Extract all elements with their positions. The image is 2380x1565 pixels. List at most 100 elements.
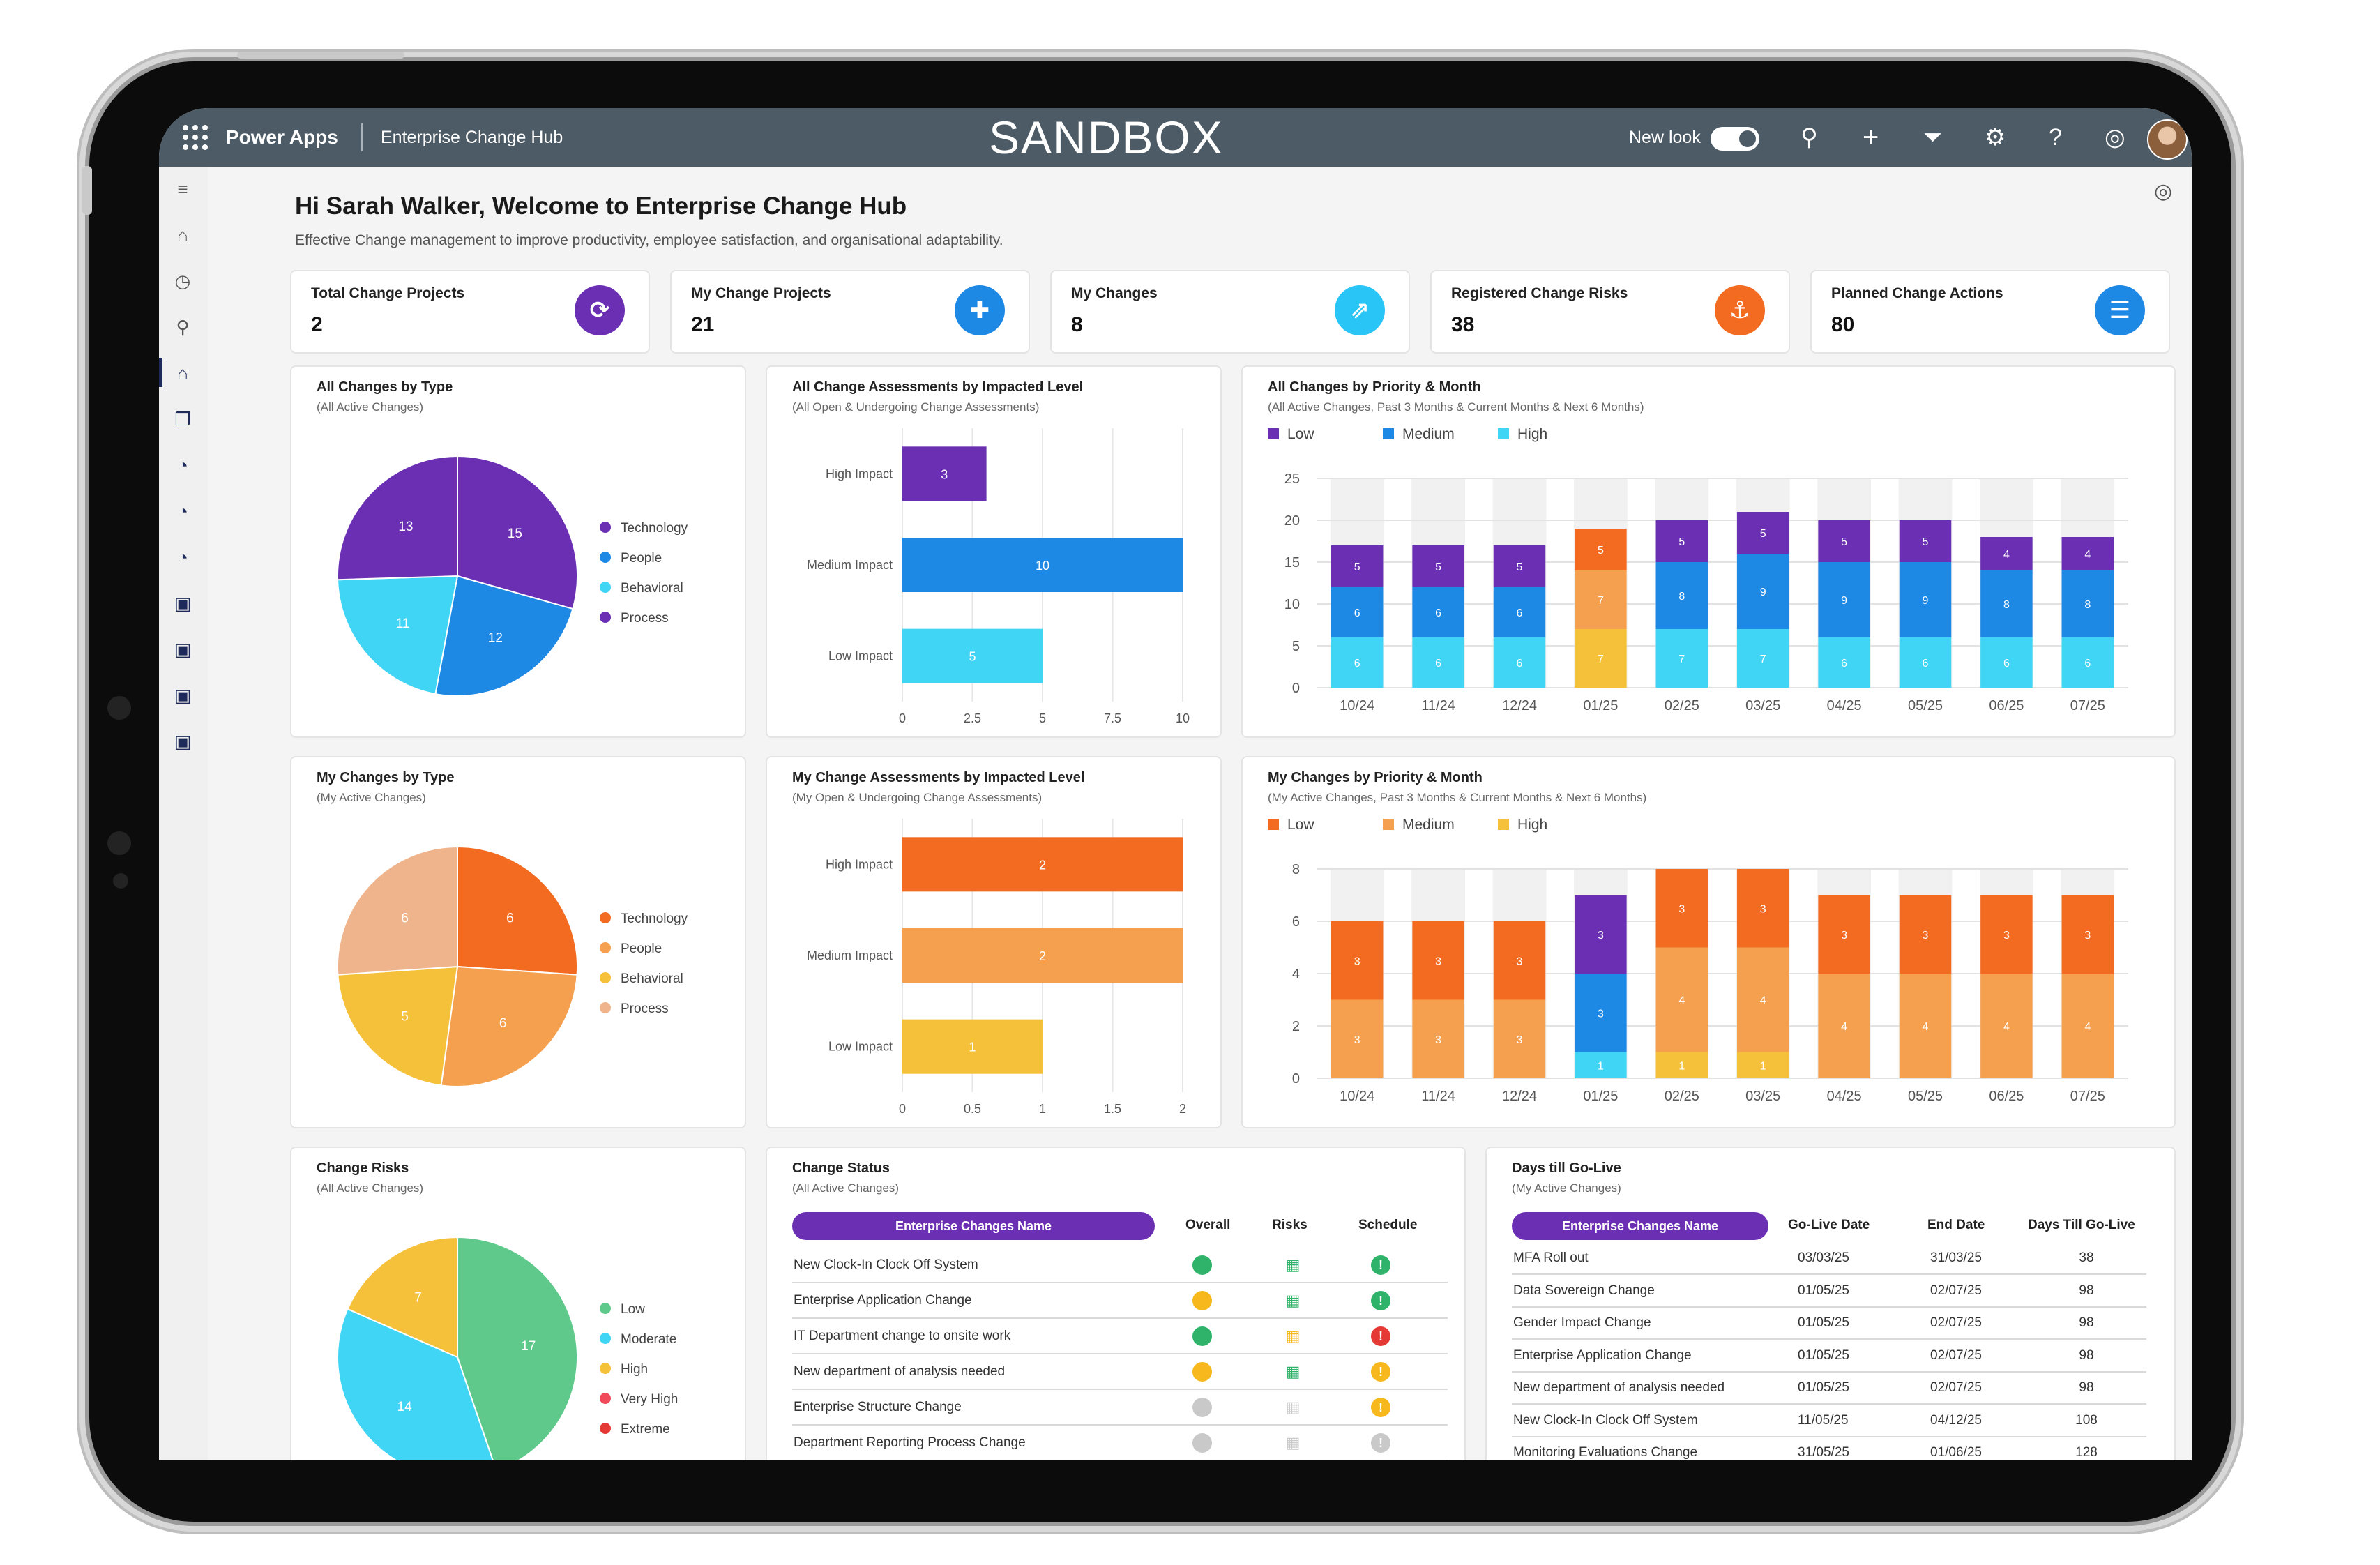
table-row[interactable]: New department of analysis needed 01/05/2… (1512, 1373, 2146, 1405)
hamburger-icon[interactable]: ≡ (177, 179, 188, 199)
table-row[interactable]: Department Reporting Process Change ▦! (792, 1426, 1448, 1460)
gear-icon[interactable]: ⚙ (1985, 124, 2006, 151)
documents-icon[interactable]: ❐ (174, 409, 191, 430)
kpi-value: 38 (1451, 313, 1475, 336)
copilot-icon[interactable]: ◎ (2154, 180, 2173, 203)
clipboard-icon[interactable]: ▣ (174, 685, 192, 706)
clipboard-icon[interactable]: ▣ (174, 731, 192, 752)
table-row[interactable]: Enterprise Application Change ▦! (792, 1284, 1448, 1319)
table-row[interactable]: Gender Impact Change 01/05/25 02/07/25 98 (1512, 1308, 2146, 1340)
bar-segment (1899, 974, 1952, 1078)
legend-label: High (621, 1362, 648, 1377)
bar-segment (1899, 562, 1952, 637)
divider (361, 123, 363, 151)
table-row[interactable]: Data Sovereign Change 01/05/25 02/07/25 98 (1512, 1276, 2146, 1308)
app-name[interactable]: Power Apps (226, 126, 338, 148)
column-header[interactable]: Schedule (1358, 1218, 1418, 1232)
card-title: All Changes by Type (317, 379, 453, 395)
x-tick-label: 5 (1039, 711, 1046, 725)
kpi-card[interactable]: Planned Change Actions 80 ☰ (1810, 270, 2170, 354)
x-tick-label: 1.5 (1104, 1102, 1121, 1116)
bar-value-label: 3 (1517, 1034, 1523, 1046)
column-header[interactable]: Overall (1185, 1218, 1231, 1232)
table-row[interactable]: Enterprise Structure Change ▦! (792, 1391, 1448, 1426)
bar-segment (1575, 895, 1627, 974)
kpi-card[interactable]: My Changes 8 ⇗ (1050, 270, 1410, 354)
legend-label: Behavioral (621, 581, 683, 596)
column-header[interactable]: Risks (1272, 1218, 1308, 1232)
kpi-label: Planned Change Actions (1831, 285, 2003, 301)
x-tick-label: 07/25 (2070, 698, 2105, 713)
y-tick-label: 4 (1292, 967, 1300, 982)
dashboard-icon[interactable]: ⌂ (177, 363, 188, 384)
bar-segment (1655, 869, 1708, 948)
filter-icon[interactable]: ⏷ (1923, 124, 1943, 151)
table-row[interactable]: New Clock-In Clock Off System 11/05/25 04/… (1512, 1405, 2146, 1437)
bar-segment (1818, 974, 1870, 1078)
change-name: New Clock-In Clock Off System (1513, 1412, 1698, 1428)
bar-value-label: 5 (1435, 561, 1441, 573)
table-row[interactable]: Monitoring Evaluations Change 31/05/25 01/… (1512, 1437, 2146, 1460)
environment-name[interactable]: Enterprise Change Hub (381, 128, 563, 147)
table-row[interactable]: New department of analysis needed ▦! (792, 1355, 1448, 1390)
column-header[interactable]: Go-Live Date (1788, 1218, 1870, 1232)
end-date: 04/12/25 (1930, 1412, 1982, 1428)
clipboard-icon[interactable]: ▣ (174, 593, 192, 614)
card-title: Change Risks (317, 1160, 409, 1176)
y-category-label: High Impact (826, 857, 893, 871)
bar-segment (1736, 512, 1789, 554)
pie-chart-icon[interactable]: ◔ (177, 547, 188, 568)
new-look-toggle[interactable] (1711, 127, 1759, 151)
bar-value-label: 7 (1760, 653, 1766, 665)
bar-segment (1736, 554, 1789, 629)
recent-icon[interactable]: ◷ (174, 271, 191, 292)
go-live-date: 01/05/25 (1798, 1380, 1849, 1395)
kpi-card[interactable]: Total Change Projects 2 ⟳ (290, 270, 650, 354)
kpi-card[interactable]: Registered Change Risks 38 ⚓ (1430, 270, 1790, 354)
column-header[interactable]: Days Till Go-Live (2028, 1218, 2135, 1232)
bar-value-label: 4 (1841, 1021, 1847, 1033)
bar-value-label: 3 (1841, 930, 1847, 942)
bar-segment (1736, 1052, 1789, 1078)
column-header[interactable]: End Date (1927, 1218, 1985, 1232)
calendar-icon: ▦ (1285, 1292, 1301, 1309)
pin-icon[interactable]: ⚲ (176, 317, 190, 338)
bar-value-label: 3 (1354, 955, 1360, 967)
bar-value-label: 4 (2003, 1021, 2010, 1033)
pie-slice (457, 455, 578, 610)
bar-segment (1980, 570, 2033, 637)
y-tick-label: 5 (1292, 639, 1300, 654)
calendar-icon: ▦ (1285, 1327, 1301, 1345)
bar-value-label: 6 (2084, 658, 2091, 670)
legend-swatch (1383, 428, 1394, 439)
pie-slice (457, 1236, 578, 1460)
bar-value-label: 5 (1678, 536, 1685, 548)
table-row[interactable]: MFA Roll out 03/03/25 31/03/25 38 (1512, 1243, 2146, 1275)
pie-slice-label: 7 (414, 1291, 422, 1306)
bar-value-label: 5 (1517, 561, 1523, 573)
copilot-icon[interactable]: ◎ (2105, 124, 2125, 151)
overall-status-dot (1192, 1255, 1212, 1275)
legend-label: Technology (621, 521, 688, 536)
home-icon[interactable]: ⌂ (177, 225, 188, 245)
table-row[interactable]: Enterprise Application Change 01/05/25 02/… (1512, 1340, 2146, 1373)
column-header[interactable]: Enterprise Changes Name (1512, 1212, 1768, 1240)
pie-chart-icon[interactable]: ◔ (177, 501, 188, 522)
table-row[interactable]: New Clock-In Clock Off System ▦! (792, 1248, 1448, 1283)
pie-chart-icon[interactable]: ◔ (177, 455, 188, 476)
legend-label: High (1517, 817, 1547, 833)
pie-chart: 17 14 7 Low Moderate High Very High Extreme (337, 1236, 678, 1460)
legend-label: Moderate (621, 1332, 676, 1347)
bar-value-label: 6 (1354, 607, 1360, 619)
table-row[interactable]: IT Department change to onsite work ▦! (792, 1320, 1448, 1354)
pie-slice (434, 575, 574, 697)
search-icon[interactable]: ⚲ (1801, 124, 1818, 151)
avatar[interactable] (2147, 119, 2188, 160)
app-launcher-icon[interactable] (183, 125, 208, 150)
kpi-card[interactable]: My Change Projects 21 ✚ (670, 270, 1030, 354)
add-icon[interactable]: + (1863, 122, 1879, 153)
help-icon[interactable]: ? (2049, 124, 2062, 151)
x-tick-label: 03/25 (1745, 698, 1780, 713)
column-header[interactable]: Enterprise Changes Name (792, 1212, 1155, 1240)
clipboard-icon[interactable]: ▣ (174, 639, 192, 660)
